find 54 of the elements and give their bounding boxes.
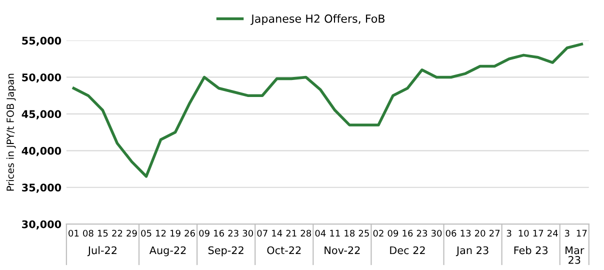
text: Oct-22 bbox=[267, 246, 301, 254]
y-tick-label: 45,000 bbox=[22, 110, 62, 120]
x-tick-label: 23 bbox=[416, 230, 428, 237]
x-tick-label: 27 bbox=[489, 230, 500, 237]
y-tick-label: 50,000 bbox=[22, 73, 62, 83]
legend-label: Japanese H2 Offers, FoB bbox=[250, 14, 385, 25]
x-tick-label: 3 bbox=[506, 230, 512, 237]
text: Jan 23 bbox=[456, 246, 488, 256]
text: Aug-22 bbox=[149, 246, 186, 256]
x-tick-label: 28 bbox=[300, 230, 312, 237]
x-tick-label: 08 bbox=[83, 230, 94, 237]
x-tick-label: 20 bbox=[474, 230, 486, 237]
x-tick-label: 15 bbox=[98, 230, 108, 237]
x-tick-label: 14 bbox=[272, 230, 282, 237]
y-tick-label: 35,000 bbox=[22, 184, 62, 193]
x-tick-label: 30 bbox=[242, 230, 253, 237]
x-tick-label: 21 bbox=[286, 230, 296, 237]
x-tick-label: 07 bbox=[257, 230, 268, 237]
x-tick-label: 22 bbox=[112, 230, 122, 237]
x-tick-label: 19 bbox=[170, 230, 180, 237]
text: Mar 23 bbox=[566, 246, 584, 264]
x-tick-label: 02 bbox=[373, 230, 384, 237]
x-tick-label: 26 bbox=[184, 230, 195, 237]
x-tick-label: 30 bbox=[431, 230, 442, 237]
text: Sep-22 bbox=[208, 246, 244, 256]
x-tick-label: 12 bbox=[156, 230, 166, 237]
x-tick-label: 11 bbox=[330, 230, 340, 237]
x-tick-label: 05 bbox=[141, 230, 152, 237]
x-tick-label: 09 bbox=[199, 230, 210, 237]
x-tick-label: 25 bbox=[358, 230, 369, 237]
x-tick-label: 17 bbox=[576, 230, 587, 237]
x-tick-label: 23 bbox=[228, 230, 238, 237]
x-tick-label: 04 bbox=[315, 230, 326, 237]
x-tick-label: 16 bbox=[402, 230, 413, 237]
x-tick-label: 18 bbox=[344, 230, 355, 237]
x-tick-label: 10 bbox=[518, 230, 529, 237]
x-tick-label: 01 bbox=[68, 230, 79, 237]
x-tick-label: 29 bbox=[126, 230, 137, 237]
line-series bbox=[72, 42, 584, 178]
text: Nov-22 bbox=[324, 246, 360, 254]
y-tick-label: 30,000 bbox=[22, 220, 62, 230]
x-tick-label: 16 bbox=[214, 230, 224, 237]
text: Feb 23 bbox=[514, 246, 548, 254]
x-tick-label: 09 bbox=[388, 230, 398, 237]
text: Dec 22 bbox=[390, 246, 425, 254]
x-tick-label: 24 bbox=[548, 230, 558, 237]
y-tick-label: 40,000 bbox=[22, 146, 62, 156]
y-tick-label: 55,000 bbox=[22, 36, 62, 46]
x-tick-label: 17 bbox=[533, 230, 544, 237]
y-axis-title: Prices in JPY/t FOB Japan bbox=[6, 74, 16, 191]
x-tick-label: 13 bbox=[460, 230, 471, 237]
x-tick-label: 3 bbox=[564, 230, 570, 237]
text: Jul-22 bbox=[87, 246, 116, 256]
x-tick-label: 06 bbox=[446, 230, 456, 237]
